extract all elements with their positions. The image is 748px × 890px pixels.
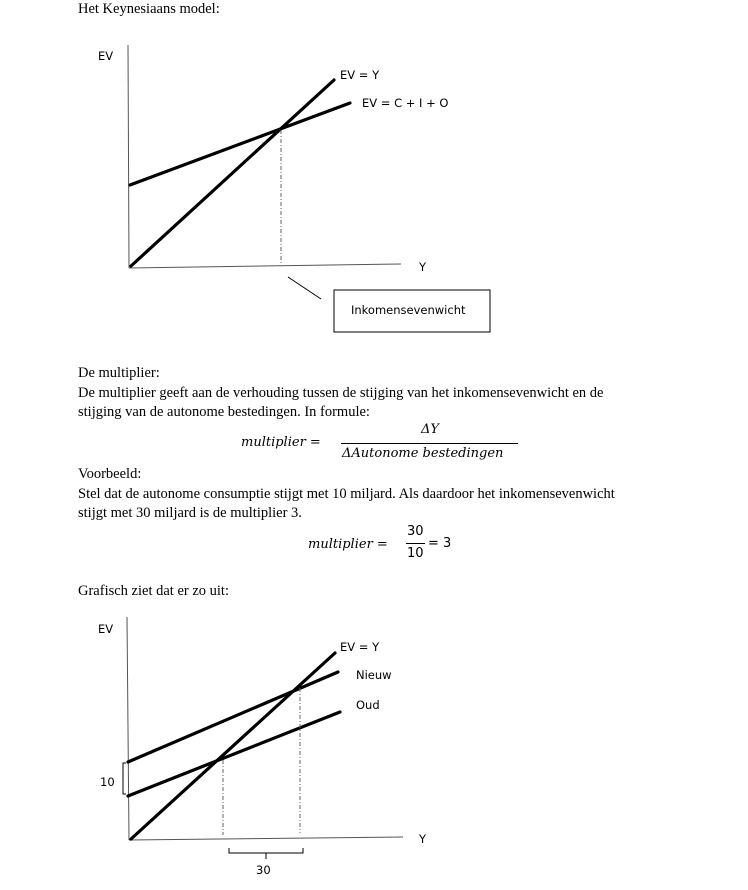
income-change-bracket	[228, 848, 304, 859]
section-heading: Het Keynesiaans model:	[78, 1, 220, 17]
income-change-label: 30	[256, 863, 271, 877]
y-axis-label: EV	[98, 622, 113, 636]
formula-denominator: ΔAutonome bestedingen	[342, 446, 504, 461]
diagram-keynesian-model: EV Y EV = Y EV = C + I + O Inkomensevenw…	[98, 44, 491, 333]
callout-text: Inkomensevenwicht	[351, 303, 466, 317]
line-ev-equals-y-label: EV = Y	[340, 640, 380, 654]
line-ev-equals-y-label: EV = Y	[340, 68, 380, 82]
formula-numerator: ΔY	[421, 422, 439, 437]
multiplier-title: De multiplier:	[78, 365, 160, 381]
example-text-line1: Stel dat de autonome consumptie stijgt m…	[78, 486, 615, 502]
example-title: Voorbeeld:	[78, 466, 142, 482]
formula-lhs: multiplier =	[241, 435, 321, 450]
x-axis-label: Y	[418, 832, 427, 846]
y-axis	[126, 616, 130, 841]
line-ev-spending	[128, 101, 352, 187]
formula-denominator: 10	[407, 546, 424, 561]
y-axis-label: EV	[98, 49, 113, 63]
formula-numerator: 30	[407, 524, 424, 539]
line-old	[126, 710, 342, 798]
diagram-multiplier: EV Y EV = Y Nieuw Oud 10 30	[98, 616, 427, 877]
shift-bracket	[122, 762, 126, 795]
graphic-intro: Grafisch ziet dat er zo uit:	[78, 583, 229, 599]
y-axis	[127, 44, 130, 269]
x-axis	[128, 263, 402, 269]
fraction-bar	[341, 443, 518, 444]
line-ev-equals-y	[129, 651, 337, 841]
line-ev-equals-y	[129, 78, 336, 268]
line-new	[126, 670, 340, 764]
x-axis-label: Y	[418, 260, 427, 274]
callout-pointer	[287, 276, 322, 300]
x-axis	[128, 836, 404, 841]
line-new-label: Nieuw	[356, 668, 392, 682]
multiplier-text-line1: De multiplier geeft aan de verhouding tu…	[78, 385, 604, 401]
line-ev-spending-label: EV = C + I + O	[362, 96, 448, 110]
formula-lhs: multiplier =	[308, 537, 388, 552]
callout-box	[333, 289, 491, 333]
shift-label: 10	[100, 775, 115, 789]
multiplier-text-line2: stijging van de autonome bestedingen. In…	[78, 404, 370, 420]
line-old-label: Oud	[356, 698, 380, 712]
formula-result: = 3	[428, 536, 452, 551]
fraction-bar	[406, 543, 425, 544]
example-text-line2: stijgt met 30 miljard is de multiplier 3…	[78, 505, 302, 521]
